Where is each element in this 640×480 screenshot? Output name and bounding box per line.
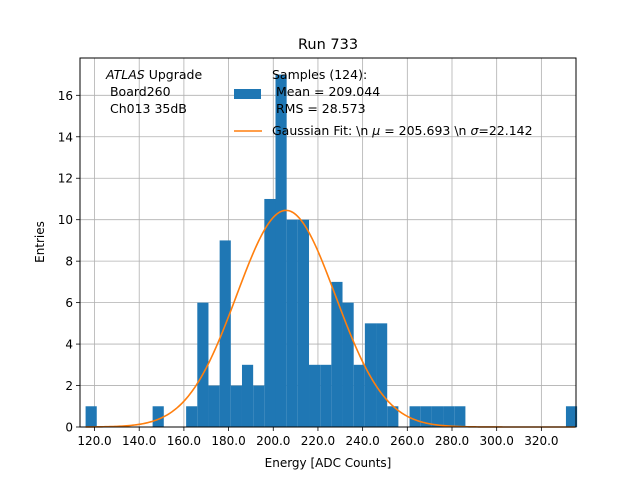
y-axis-ticks: 0 2 4 6 8 10 12 14 16 <box>58 89 80 435</box>
y-tick-label: 2 <box>65 379 73 393</box>
legend-hist-line-2: Mean = 209.044 <box>272 84 380 99</box>
legend-hist-line-1: Samples (124): <box>272 67 367 82</box>
histogram-bar <box>431 406 444 427</box>
x-tick-label: 280.0 <box>435 434 469 448</box>
histogram-bar <box>219 240 231 427</box>
legend-fit-label: Gaussian Fit: \n μ = 205.693 \n σ=22.142 <box>272 123 533 138</box>
legend-fit-mu: μ <box>371 123 380 138</box>
histogram-bar <box>85 406 97 427</box>
histogram-bar <box>186 406 198 427</box>
y-tick-label: 12 <box>58 172 73 186</box>
histogram-bar <box>230 385 242 427</box>
histogram-bars <box>85 74 578 428</box>
histogram-bar <box>241 364 254 427</box>
annotation-line-2: Board260 <box>106 84 171 99</box>
histogram-bar <box>208 385 220 427</box>
histogram-bar <box>353 364 365 427</box>
x-tick-label: 260.0 <box>390 434 424 448</box>
histogram-bar <box>320 364 332 427</box>
x-tick-label: 120.0 <box>77 434 111 448</box>
histogram-bar <box>297 219 310 427</box>
histogram-bar <box>454 406 466 427</box>
x-axis-ticks: 120.0 140.0 160.0 180.0 200.0 220.0 240.0 260.0… <box>77 427 559 448</box>
x-axis-label: Energy [ADC Counts] <box>265 456 392 470</box>
annotation-atlas: ATLAS <box>105 67 145 82</box>
histogram-bar <box>197 302 209 427</box>
legend-fit-prefix: Gaussian Fit: \n <box>272 123 372 138</box>
x-tick-label: 180.0 <box>211 434 245 448</box>
x-tick-label: 160.0 <box>167 434 201 448</box>
y-tick-label: 14 <box>58 130 73 144</box>
plot-frame <box>79 57 577 428</box>
legend-fit-sigma: σ <box>470 123 479 138</box>
chart-title: Run 733 <box>298 37 358 53</box>
legend-hist-line-3: RMS = 28.573 <box>272 101 366 116</box>
legend-fit-mid: = 205.693 \n <box>380 123 470 138</box>
histogram-bar <box>409 406 421 427</box>
histogram-bar <box>443 406 455 427</box>
histogram-bar <box>420 406 432 427</box>
y-axis-label: Entries <box>33 221 47 263</box>
legend-hist-swatch <box>234 89 261 99</box>
y-tick-label: 0 <box>65 421 73 435</box>
annotation-line-1: ATLAS Upgrade <box>105 67 202 82</box>
x-tick-label: 320.0 <box>524 434 558 448</box>
y-tick-label: 8 <box>65 255 73 269</box>
x-tick-label: 140.0 <box>122 434 156 448</box>
histogram-bar <box>253 385 265 427</box>
histogram-bar <box>331 281 343 427</box>
histogram-bar <box>309 364 321 427</box>
x-tick-label: 240.0 <box>345 434 379 448</box>
histogram-bar <box>264 198 276 427</box>
y-tick-label: 16 <box>58 89 73 103</box>
histogram-bar <box>387 406 399 427</box>
histogram-bar <box>286 219 298 427</box>
annotation-line-3: Ch013 35dB <box>106 101 187 116</box>
x-tick-label: 220.0 <box>301 434 335 448</box>
annotation-upgrade: Upgrade <box>145 67 203 82</box>
legend-fit-suffix: =22.142 <box>478 123 532 138</box>
x-tick-label: 200.0 <box>256 434 290 448</box>
histogram-bar <box>565 406 578 427</box>
x-tick-label: 300.0 <box>480 434 514 448</box>
histogram-bar <box>275 74 287 428</box>
atlas-annotation: ATLAS Upgrade Board260 Ch013 35dB <box>105 67 202 116</box>
histogram-bar <box>152 406 164 427</box>
y-tick-label: 4 <box>65 338 73 352</box>
grid-lines <box>80 58 576 428</box>
histogram-bar <box>342 302 354 427</box>
histogram-bar <box>376 323 388 427</box>
legend: Samples (124): Mean = 209.044 RMS = 28.5… <box>234 67 533 138</box>
y-tick-label: 10 <box>58 213 73 227</box>
y-tick-label: 6 <box>65 296 73 310</box>
